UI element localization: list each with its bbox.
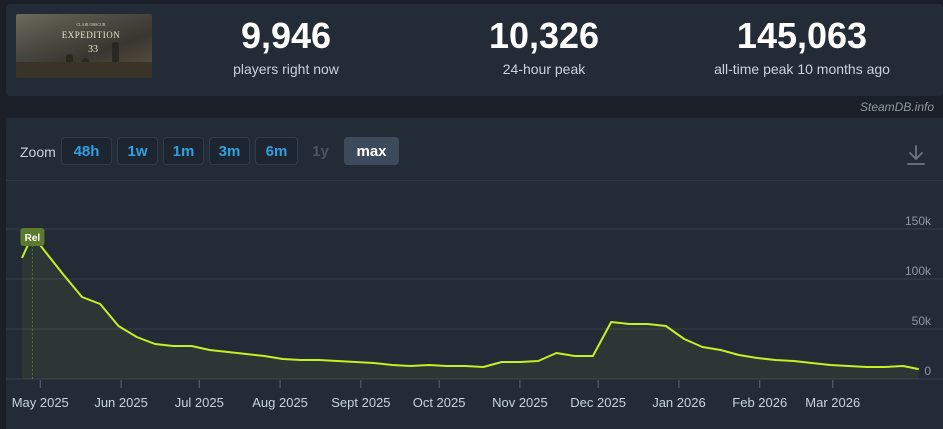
series-line	[21, 234, 919, 371]
capsule-title: EXPEDITION	[61, 30, 121, 40]
stat-24h-peak: 10,326 24-hour peak	[464, 16, 624, 78]
x-tick-label: Jun 2025	[94, 395, 148, 410]
x-tick-label: Oct 2025	[413, 395, 466, 410]
x-tick-label: Feb 2026	[732, 395, 787, 410]
series-area	[22, 235, 919, 379]
zoom-1y-button: 1y	[312, 142, 329, 160]
y-tick-label: 50k	[912, 314, 932, 328]
chart-panel	[6, 118, 943, 429]
x-tick-label: May 2025	[12, 395, 69, 410]
download-icon[interactable]	[906, 144, 926, 166]
y-tick-label: 150k	[905, 214, 932, 228]
stat-value: 145,063	[736, 15, 868, 56]
x-tick-label: Aug 2025	[252, 395, 308, 410]
stat-label: all-time peak 10 months ago	[714, 61, 890, 77]
stat-value: 9,946	[240, 15, 332, 56]
release-marker[interactable]	[20, 228, 45, 246]
stat-label: 24-hour peak	[502, 61, 586, 77]
x-tick-label: Mar 2026	[805, 395, 860, 410]
zoom-label: Zoom	[20, 144, 56, 160]
zoom-3m-button[interactable]: 3m	[209, 137, 250, 165]
y-tick-label: 100k	[905, 264, 932, 278]
stat-all-time-peak: 145,063 all-time peak 10 months ago	[692, 16, 912, 78]
stat-value: 10,326	[488, 15, 600, 56]
capsule-small-text: CLAIR OBSCUR	[76, 22, 106, 27]
zoom-48h-button[interactable]: 48h	[61, 137, 112, 165]
zoom-max-button[interactable]: max	[344, 137, 399, 165]
x-tick-label: Dec 2025	[570, 395, 626, 410]
stat-label: players right now	[233, 61, 339, 77]
x-tick-label: Nov 2025	[492, 395, 548, 410]
y-tick-label: 0	[924, 364, 931, 378]
stats-bar	[6, 4, 943, 96]
capsule-ground	[16, 62, 152, 78]
game-capsule-image[interactable]: CLAIR OBSCUR EXPEDITION 33	[16, 14, 152, 78]
capsule-figure	[112, 42, 119, 76]
zoom-6m-button[interactable]: 6m	[255, 137, 298, 165]
zoom-1m-button[interactable]: 1m	[163, 137, 204, 165]
x-tick-label: Sept 2025	[331, 395, 390, 410]
steamdb-watermark: SteamDB.info	[860, 100, 935, 114]
x-tick-label: Jul 2025	[175, 395, 224, 410]
zoom-1w-button[interactable]: 1w	[117, 137, 158, 165]
capsule-number: 33	[88, 44, 98, 55]
zoom-divider	[6, 180, 943, 181]
stat-current-players: 9,946 players right now	[206, 16, 366, 78]
release-marker-label: Rel	[25, 233, 41, 244]
x-tick-label: Jan 2026	[652, 395, 706, 410]
